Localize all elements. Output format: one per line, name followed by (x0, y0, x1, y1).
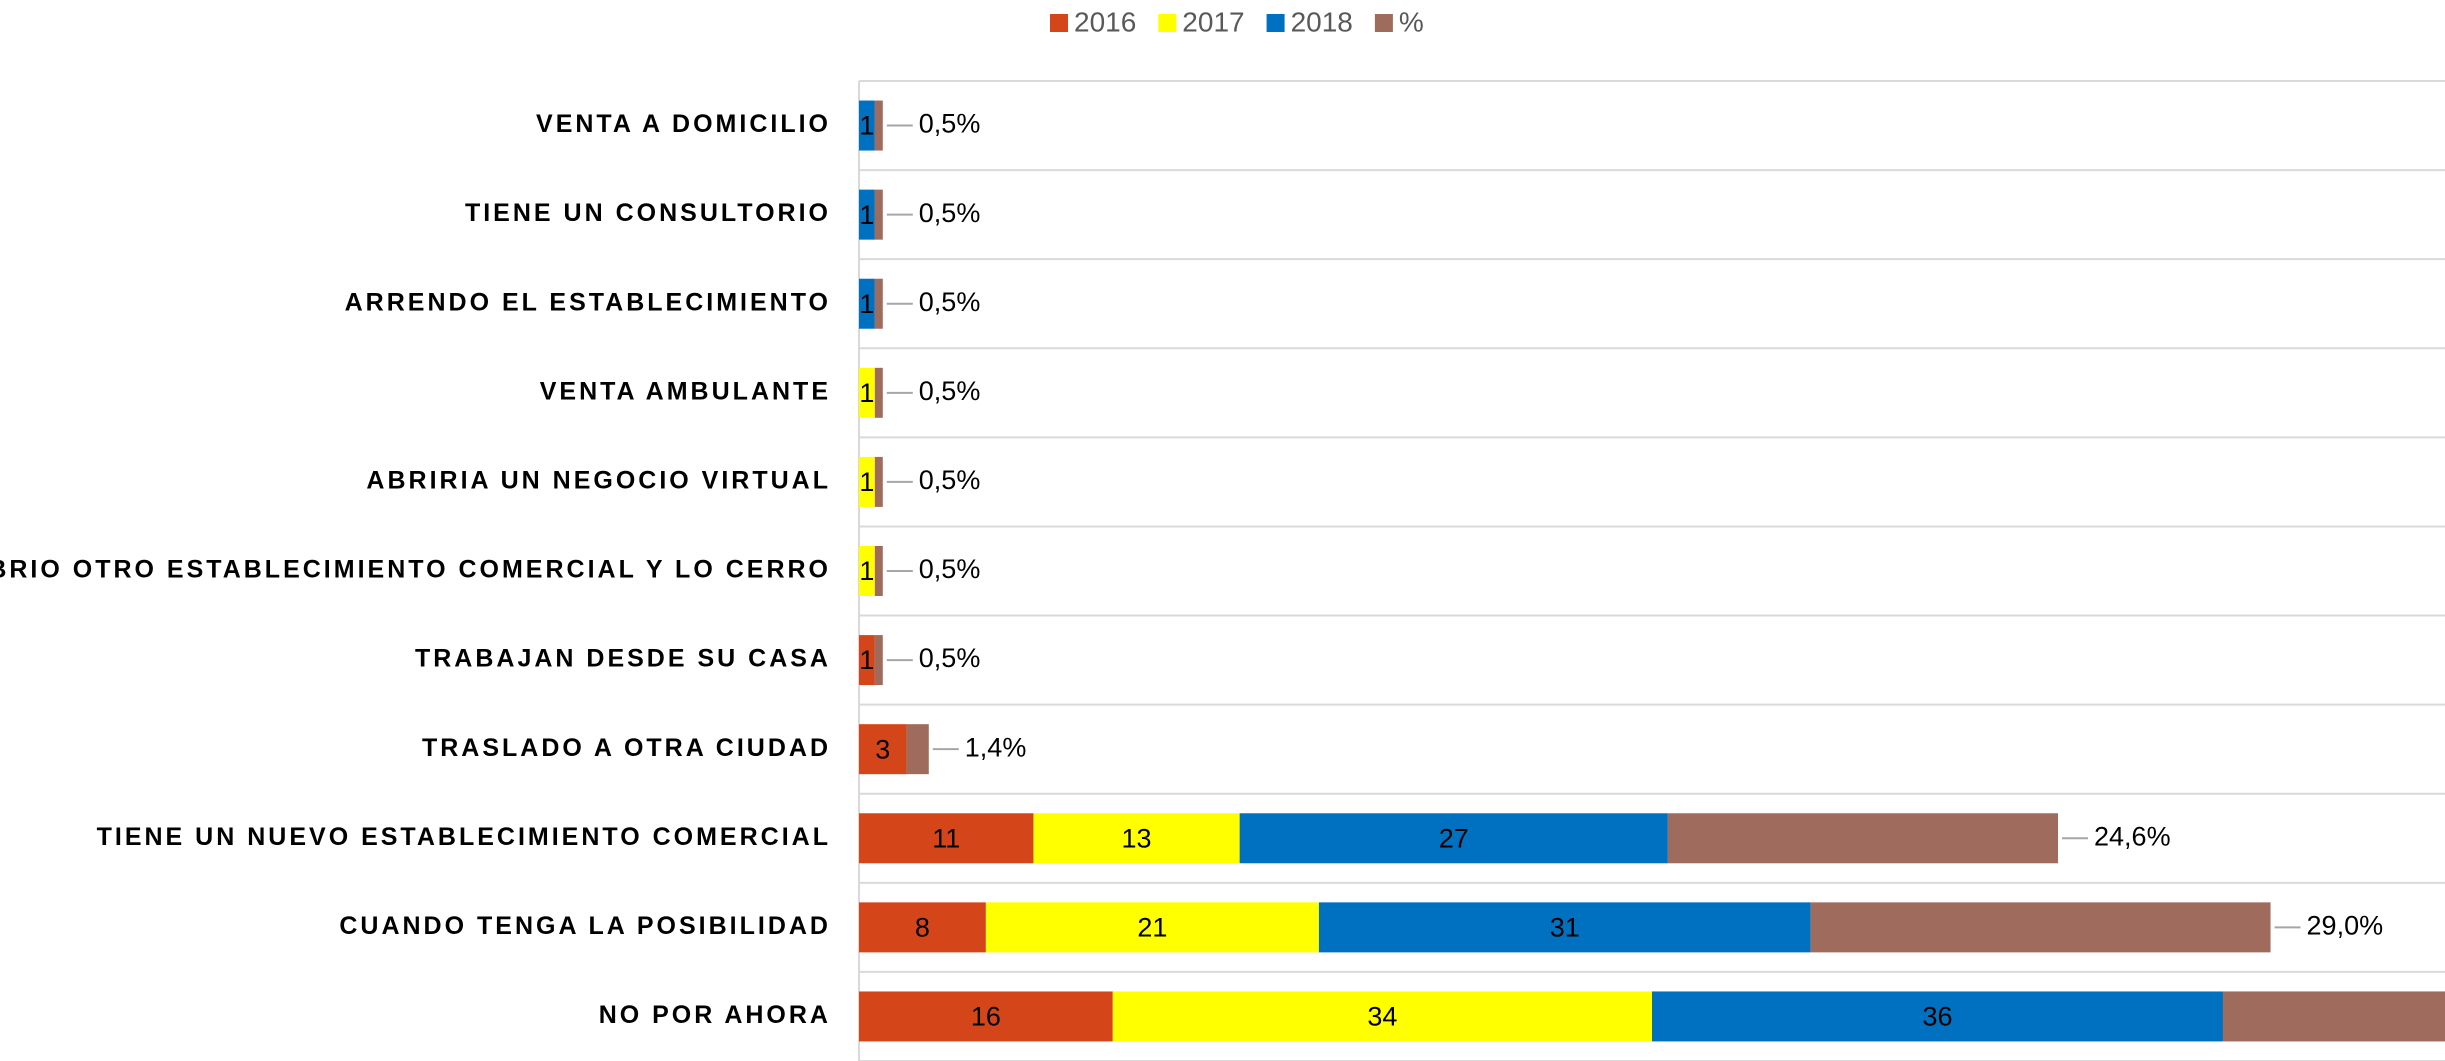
category-label: ABRIO OTRO ESTABLECIMIENTO COMERCIAL Y L… (0, 556, 831, 584)
bar-segment (859, 367, 875, 418)
bar-segment (906, 724, 929, 775)
data-label: 1 (859, 200, 874, 230)
legend-label: 2017 (1182, 6, 1244, 37)
bar-segment (874, 456, 883, 507)
bar-segment (874, 189, 883, 240)
bar-segment (859, 278, 875, 329)
data-label: 0,5% (919, 554, 981, 584)
category-label: NO POR AHORA (599, 1001, 831, 1029)
bar-segment (859, 456, 875, 507)
bar-segment (1112, 991, 1652, 1042)
data-label: 0,5% (919, 287, 981, 317)
data-label: 1 (859, 111, 874, 141)
bar-segment (874, 635, 883, 686)
data-label: 3 (875, 734, 890, 764)
bar-segment (859, 189, 875, 240)
bar-segment (1652, 991, 2223, 1042)
data-label: 0,5% (919, 465, 981, 495)
bar-segment (859, 902, 986, 953)
legend-swatch (1050, 14, 1068, 32)
data-label: 0,5% (919, 109, 981, 139)
bar-segment (2222, 991, 2445, 1042)
legend-label: 2018 (1291, 6, 1353, 37)
bar-segment (874, 367, 883, 418)
bar-segment (874, 278, 883, 329)
bar-segment (1033, 813, 1240, 864)
category-label: ABRIRIA UN NEGOCIO VIRTUAL (366, 467, 831, 495)
data-label: 34 (1367, 1002, 1397, 1032)
category-label: VENTA A DOMICILIO (536, 110, 831, 138)
data-label: 27 (1439, 823, 1469, 853)
data-label: 13 (1122, 823, 1152, 853)
data-label: 0,5% (919, 376, 981, 406)
bar-segment (874, 100, 883, 151)
bar-segment (859, 546, 875, 596)
category-label: TRABAJAN DESDE SU CASA (415, 645, 831, 673)
data-label: 1,4% (965, 732, 1027, 762)
bar-segment (859, 724, 907, 775)
bar-segment (1318, 902, 1811, 953)
data-label: 1 (859, 645, 874, 675)
category-label: CUANDO TENGA LA POSIBILIDAD (339, 912, 831, 940)
legend-swatch (1266, 14, 1285, 32)
data-label: 21 (1137, 912, 1167, 942)
category-label: TIENE UN CONSULTORIO (465, 199, 831, 227)
bar-segment (859, 635, 875, 686)
data-label: 0,5% (919, 643, 981, 673)
data-label: 1 (859, 467, 874, 497)
bar-segment (1239, 813, 1668, 864)
bar-segment (859, 100, 875, 151)
legend-label: 2016 (1074, 6, 1136, 37)
category-label: VENTA AMBULANTE (540, 377, 831, 405)
data-label: 24,6% (2094, 821, 2171, 851)
data-label: 36 (1922, 1002, 1952, 1032)
data-label: 0,5% (919, 198, 981, 228)
data-label: 1 (859, 556, 874, 586)
data-label: 16 (971, 1002, 1001, 1032)
data-label: 1 (859, 378, 874, 408)
bar-segment (859, 991, 1113, 1042)
legend-swatch (1158, 14, 1177, 32)
category-label: TIENE UN NUEVO ESTABLECIMIENTO COMERCIAL (97, 823, 831, 851)
data-label: 8 (915, 912, 930, 942)
data-label: 1 (859, 289, 874, 319)
category-label: TRASLADO A OTRA CIUDAD (422, 734, 831, 762)
legend-label: % (1399, 6, 1424, 37)
legend-swatch (1374, 14, 1393, 32)
data-label: 29,0% (2307, 910, 2384, 940)
bar-segment (1667, 813, 2059, 864)
bar-segment (859, 813, 1034, 864)
bar-segment (985, 902, 1319, 953)
bar-segment (874, 546, 883, 596)
data-label: 11 (932, 823, 960, 853)
bar-segment (1810, 902, 2271, 953)
category-label: ARRENDO EL ESTABLECIMIENTO (345, 288, 831, 316)
data-label: 31 (1550, 912, 1580, 942)
